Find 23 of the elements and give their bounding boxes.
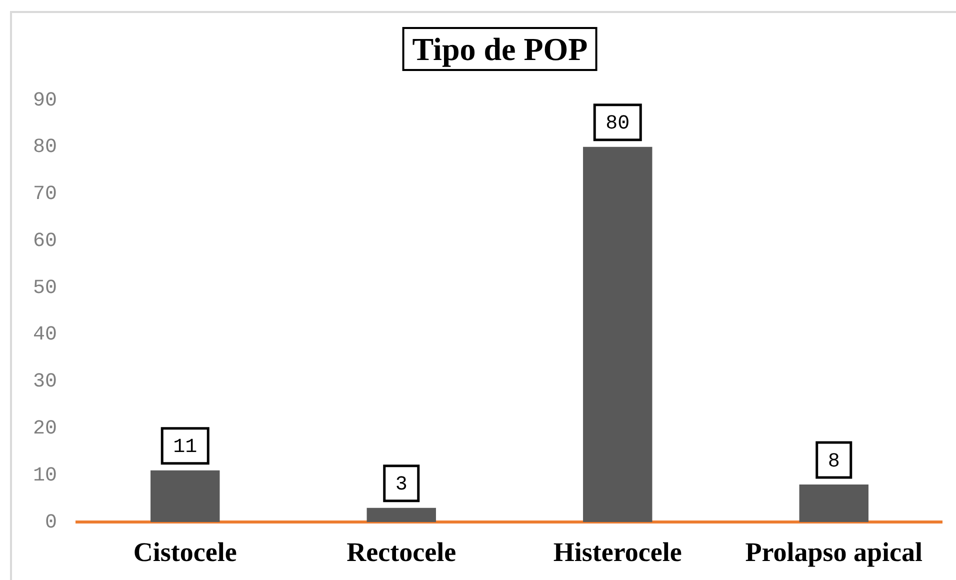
data-label: 8 [828,450,840,474]
y-tick-label: 70 [32,183,57,206]
y-tick-label: 30 [32,370,57,394]
data-label: 11 [173,436,198,460]
data-label: 3 [395,474,408,497]
x-tick-label: Cistocele [133,537,237,568]
bar [583,146,652,522]
y-tick-label: 50 [32,276,57,300]
data-label: 80 [606,112,630,136]
bar [150,470,220,522]
bar [366,508,436,522]
y-tick-label: 10 [32,464,57,488]
x-tick-label: Rectocele [346,537,456,568]
y-tick-label: 60 [32,230,57,253]
y-tick-label: 80 [32,136,57,160]
y-tick-label: 90 [32,89,57,112]
bar [799,484,868,522]
chart-title: Tipo de POP [402,27,598,71]
y-tick-label: 0 [44,511,57,534]
x-tick-label: Histerocele [553,537,682,568]
x-tick-label: Prolapso apical [745,537,923,568]
y-tick-label: 20 [32,418,57,441]
y-tick-label: 40 [32,324,57,347]
